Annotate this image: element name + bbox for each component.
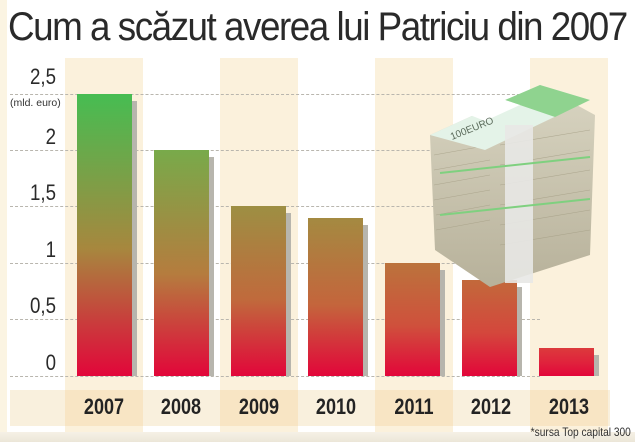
gridline-2-5: [10, 94, 540, 95]
y-tick-label: 2: [45, 124, 56, 149]
y-tick-label: 1,5: [29, 180, 56, 205]
left-edge-decoration: [0, 0, 7, 442]
bar-2009[interactable]: [231, 206, 286, 376]
bar-2008[interactable]: [154, 150, 209, 376]
x-label-2012: 2012: [470, 394, 512, 419]
source-note: *sursa Top capital 300: [530, 425, 631, 439]
bottom-edge-decoration: [0, 432, 635, 442]
y-tick-label: 2,5: [29, 64, 56, 89]
label-band: [375, 390, 453, 426]
x-label-2010: 2010: [315, 394, 357, 419]
label-band: [220, 390, 298, 426]
gridline-2: [10, 150, 540, 151]
bar-2011[interactable]: [385, 263, 440, 376]
y-tick-label: 0,5: [29, 293, 56, 318]
label-band: [530, 390, 608, 426]
label-band: [65, 390, 143, 426]
bar-2007[interactable]: [77, 94, 132, 376]
x-label-2009: 2009: [238, 394, 280, 419]
gridline-0: [10, 376, 540, 377]
x-label-2013: 2013: [548, 394, 590, 419]
y-tick-label: 0: [45, 350, 56, 375]
euro-banknotes-stack-icon: 100EURO: [430, 85, 595, 287]
y-tick-label: 1: [45, 237, 56, 262]
y-axis-unit: (mld. euro): [10, 97, 61, 109]
bar-2012[interactable]: [462, 280, 517, 376]
x-label-2011: 2011: [394, 394, 434, 419]
bar-2010[interactable]: [308, 218, 363, 376]
x-label-2008: 2008: [160, 394, 202, 419]
x-label-2007: 2007: [83, 394, 125, 419]
chart-title: Cum a scăzut averea lui Patriciu din 200…: [8, 5, 628, 49]
bar-2013[interactable]: [539, 348, 594, 376]
